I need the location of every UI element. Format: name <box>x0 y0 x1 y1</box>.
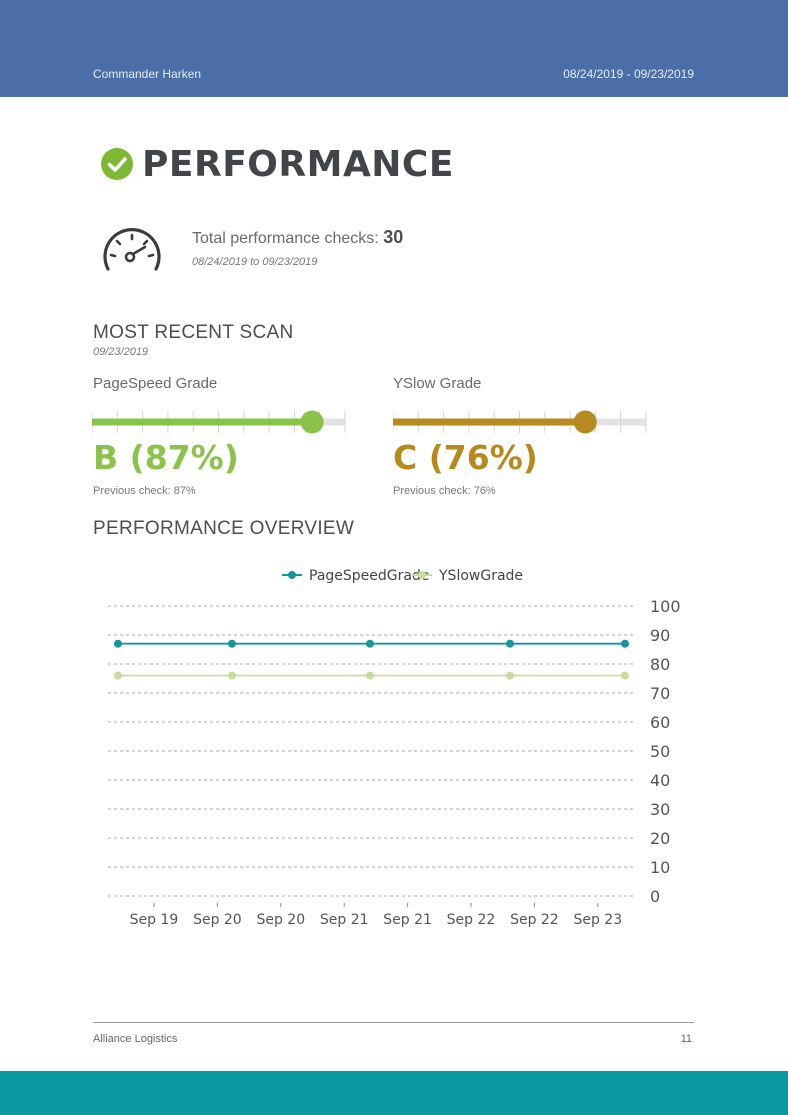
x-tick-label: Sep 20 <box>256 912 305 928</box>
x-tick-label: Sep 22 <box>510 912 559 928</box>
y-tick-label: 100 <box>650 597 681 616</box>
x-tick-label: Sep 22 <box>447 912 496 928</box>
pagespeed-grade: B (87%) <box>93 438 239 477</box>
x-tick-label: Sep 23 <box>573 912 622 928</box>
most-recent-scan-title: MOST RECENT SCAN <box>93 322 294 343</box>
y-tick-label: 0 <box>650 887 660 906</box>
total-checks-value: 30 <box>383 227 404 247</box>
slider-knob <box>300 410 324 434</box>
performance-overview-title: PERFORMANCE OVERVIEW <box>93 518 355 539</box>
x-tick-label: Sep 21 <box>320 912 369 928</box>
data-point-PageSpeedGrade <box>621 639 629 648</box>
data-point-PageSpeedGrade <box>366 639 374 648</box>
y-tick-label: 50 <box>650 742 670 761</box>
pagespeed-previous: Previous check: 87% <box>93 485 196 497</box>
legend-marker <box>418 571 426 579</box>
data-point-YSlowGrade <box>228 671 236 680</box>
check-circle-icon <box>101 148 133 180</box>
page-number: 11 <box>680 1033 692 1045</box>
y-tick-label: 70 <box>650 684 670 703</box>
title-row: PERFORMANCE <box>101 140 454 188</box>
bottom-band <box>0 1071 788 1115</box>
data-point-PageSpeedGrade <box>114 639 122 648</box>
data-point-PageSpeedGrade <box>228 639 236 648</box>
yslow-grade-bar <box>393 410 647 434</box>
slider-knob <box>573 410 597 434</box>
page-title: PERFORMANCE <box>142 143 454 185</box>
header-name: Commander Harken <box>93 67 202 81</box>
y-tick-label: 40 <box>650 771 670 790</box>
performance-overview-chart: 0 10 20 30 40 50 60 70 80 90 100 Sep 19 Sep 20 Sep 20… <box>108 568 681 928</box>
y-tick-label: 10 <box>650 858 670 877</box>
yslow-grade: C (76%) <box>393 438 538 477</box>
page-header: Commander Harken 08/24/2019 - 09/23/2019 <box>0 0 788 97</box>
checks-date-range: 08/24/2019 to 09/23/2019 <box>192 256 318 268</box>
legend-label: YSlowGrade <box>438 568 523 584</box>
x-tick-label: Sep 20 <box>193 912 242 928</box>
yslow-previous: Previous check: 76% <box>393 485 496 497</box>
scan-date: 09/23/2019 <box>93 346 149 358</box>
x-tick-label: Sep 19 <box>130 912 179 928</box>
data-point-YSlowGrade <box>114 671 122 680</box>
y-tick-label: 20 <box>650 829 670 848</box>
header-date-range: 08/24/2019 - 09/23/2019 <box>563 67 694 81</box>
y-tick-label: 30 <box>650 800 670 819</box>
yslow-label: YSlow Grade <box>393 375 482 392</box>
speedometer-icon <box>103 228 161 271</box>
data-point-YSlowGrade <box>621 671 629 680</box>
pagespeed-grade-bar <box>92 410 346 434</box>
total-checks: Total performance checks: 30 <box>192 227 403 248</box>
data-point-YSlowGrade <box>366 671 374 680</box>
legend-marker <box>288 571 296 579</box>
data-point-PageSpeedGrade <box>506 639 514 648</box>
data-point-YSlowGrade <box>506 671 514 680</box>
x-tick-label: Sep 21 <box>383 912 432 928</box>
footer-company: Alliance Logistics <box>93 1033 178 1045</box>
total-checks-label: Total performance checks: <box>192 230 379 247</box>
pagespeed-label: PageSpeed Grade <box>93 375 218 392</box>
footer-divider <box>93 1022 694 1023</box>
y-tick-label: 90 <box>650 626 670 645</box>
y-tick-label: 80 <box>650 655 670 674</box>
y-tick-label: 60 <box>650 713 670 732</box>
legend-label: PageSpeedGrade <box>309 568 429 584</box>
